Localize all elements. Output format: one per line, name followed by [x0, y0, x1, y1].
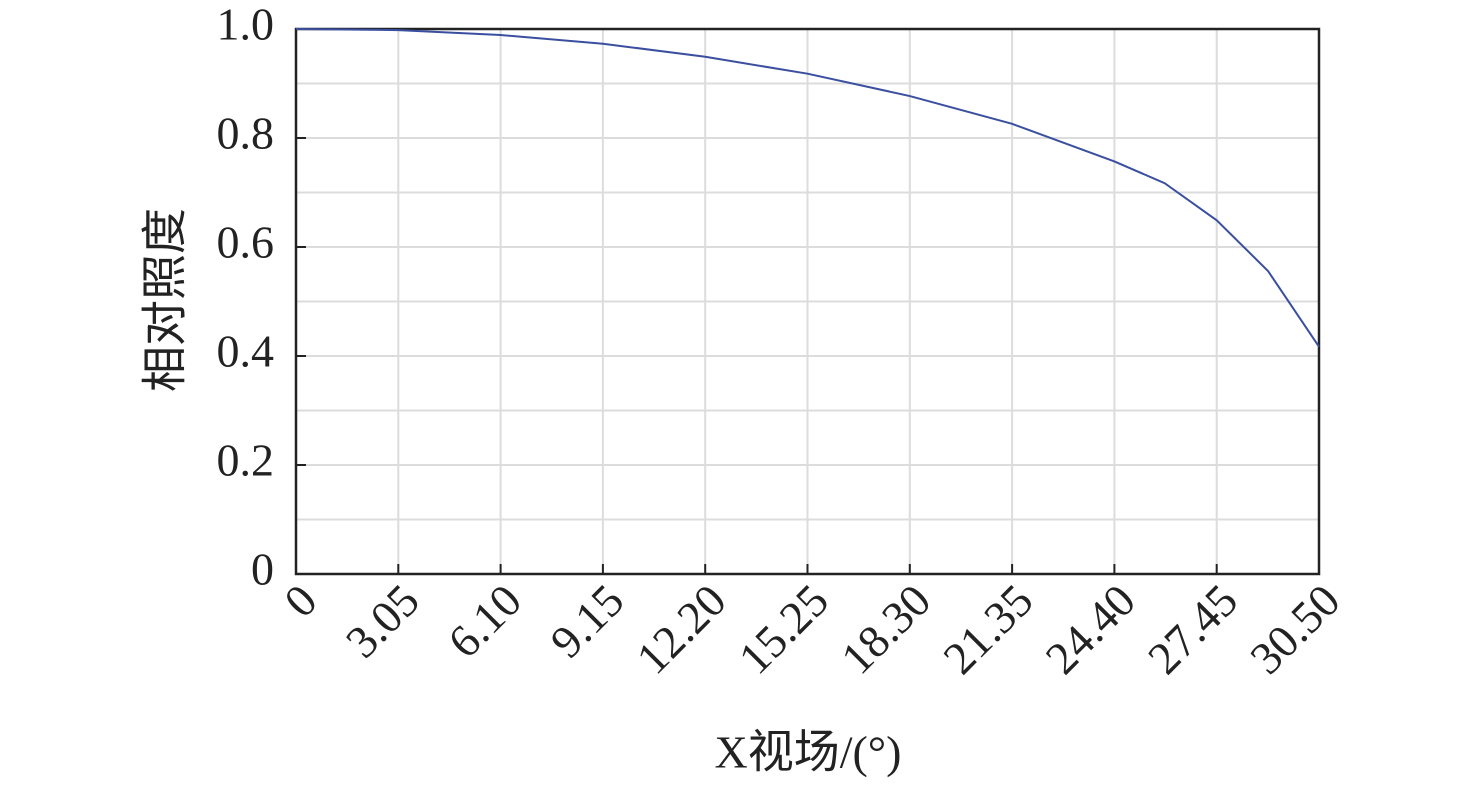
x-tick-label: 3.05 [336, 574, 429, 667]
y-tick-label: 0.6 [217, 217, 275, 268]
y-tick-label: 0.8 [217, 108, 275, 159]
y-tick-label: 0.4 [217, 326, 275, 377]
x-tick-label: 0 [274, 574, 326, 626]
x-tick-label: 12.20 [626, 574, 735, 683]
x-tick-label: 6.10 [438, 574, 531, 667]
x-tick-label: 21.35 [933, 574, 1042, 683]
y-axis-label: 相对照度 [140, 208, 191, 392]
y-tick-label: 0 [251, 544, 274, 595]
x-tick-label: 18.30 [831, 574, 940, 683]
x-tick-label: 15.25 [729, 574, 838, 683]
x-axis-label: X视场/(°) [714, 727, 901, 778]
x-tick-label: 24.40 [1036, 574, 1145, 683]
plot-frame [294, 27, 1321, 576]
y-tick-label: 0.2 [217, 435, 275, 486]
x-tick-label: 9.15 [540, 574, 633, 667]
y-tick-label: 1.0 [217, 0, 275, 50]
data-line [295, 28, 1320, 348]
x-tick-label: 27.45 [1138, 574, 1247, 683]
x-tick-label: 30.50 [1240, 574, 1349, 683]
